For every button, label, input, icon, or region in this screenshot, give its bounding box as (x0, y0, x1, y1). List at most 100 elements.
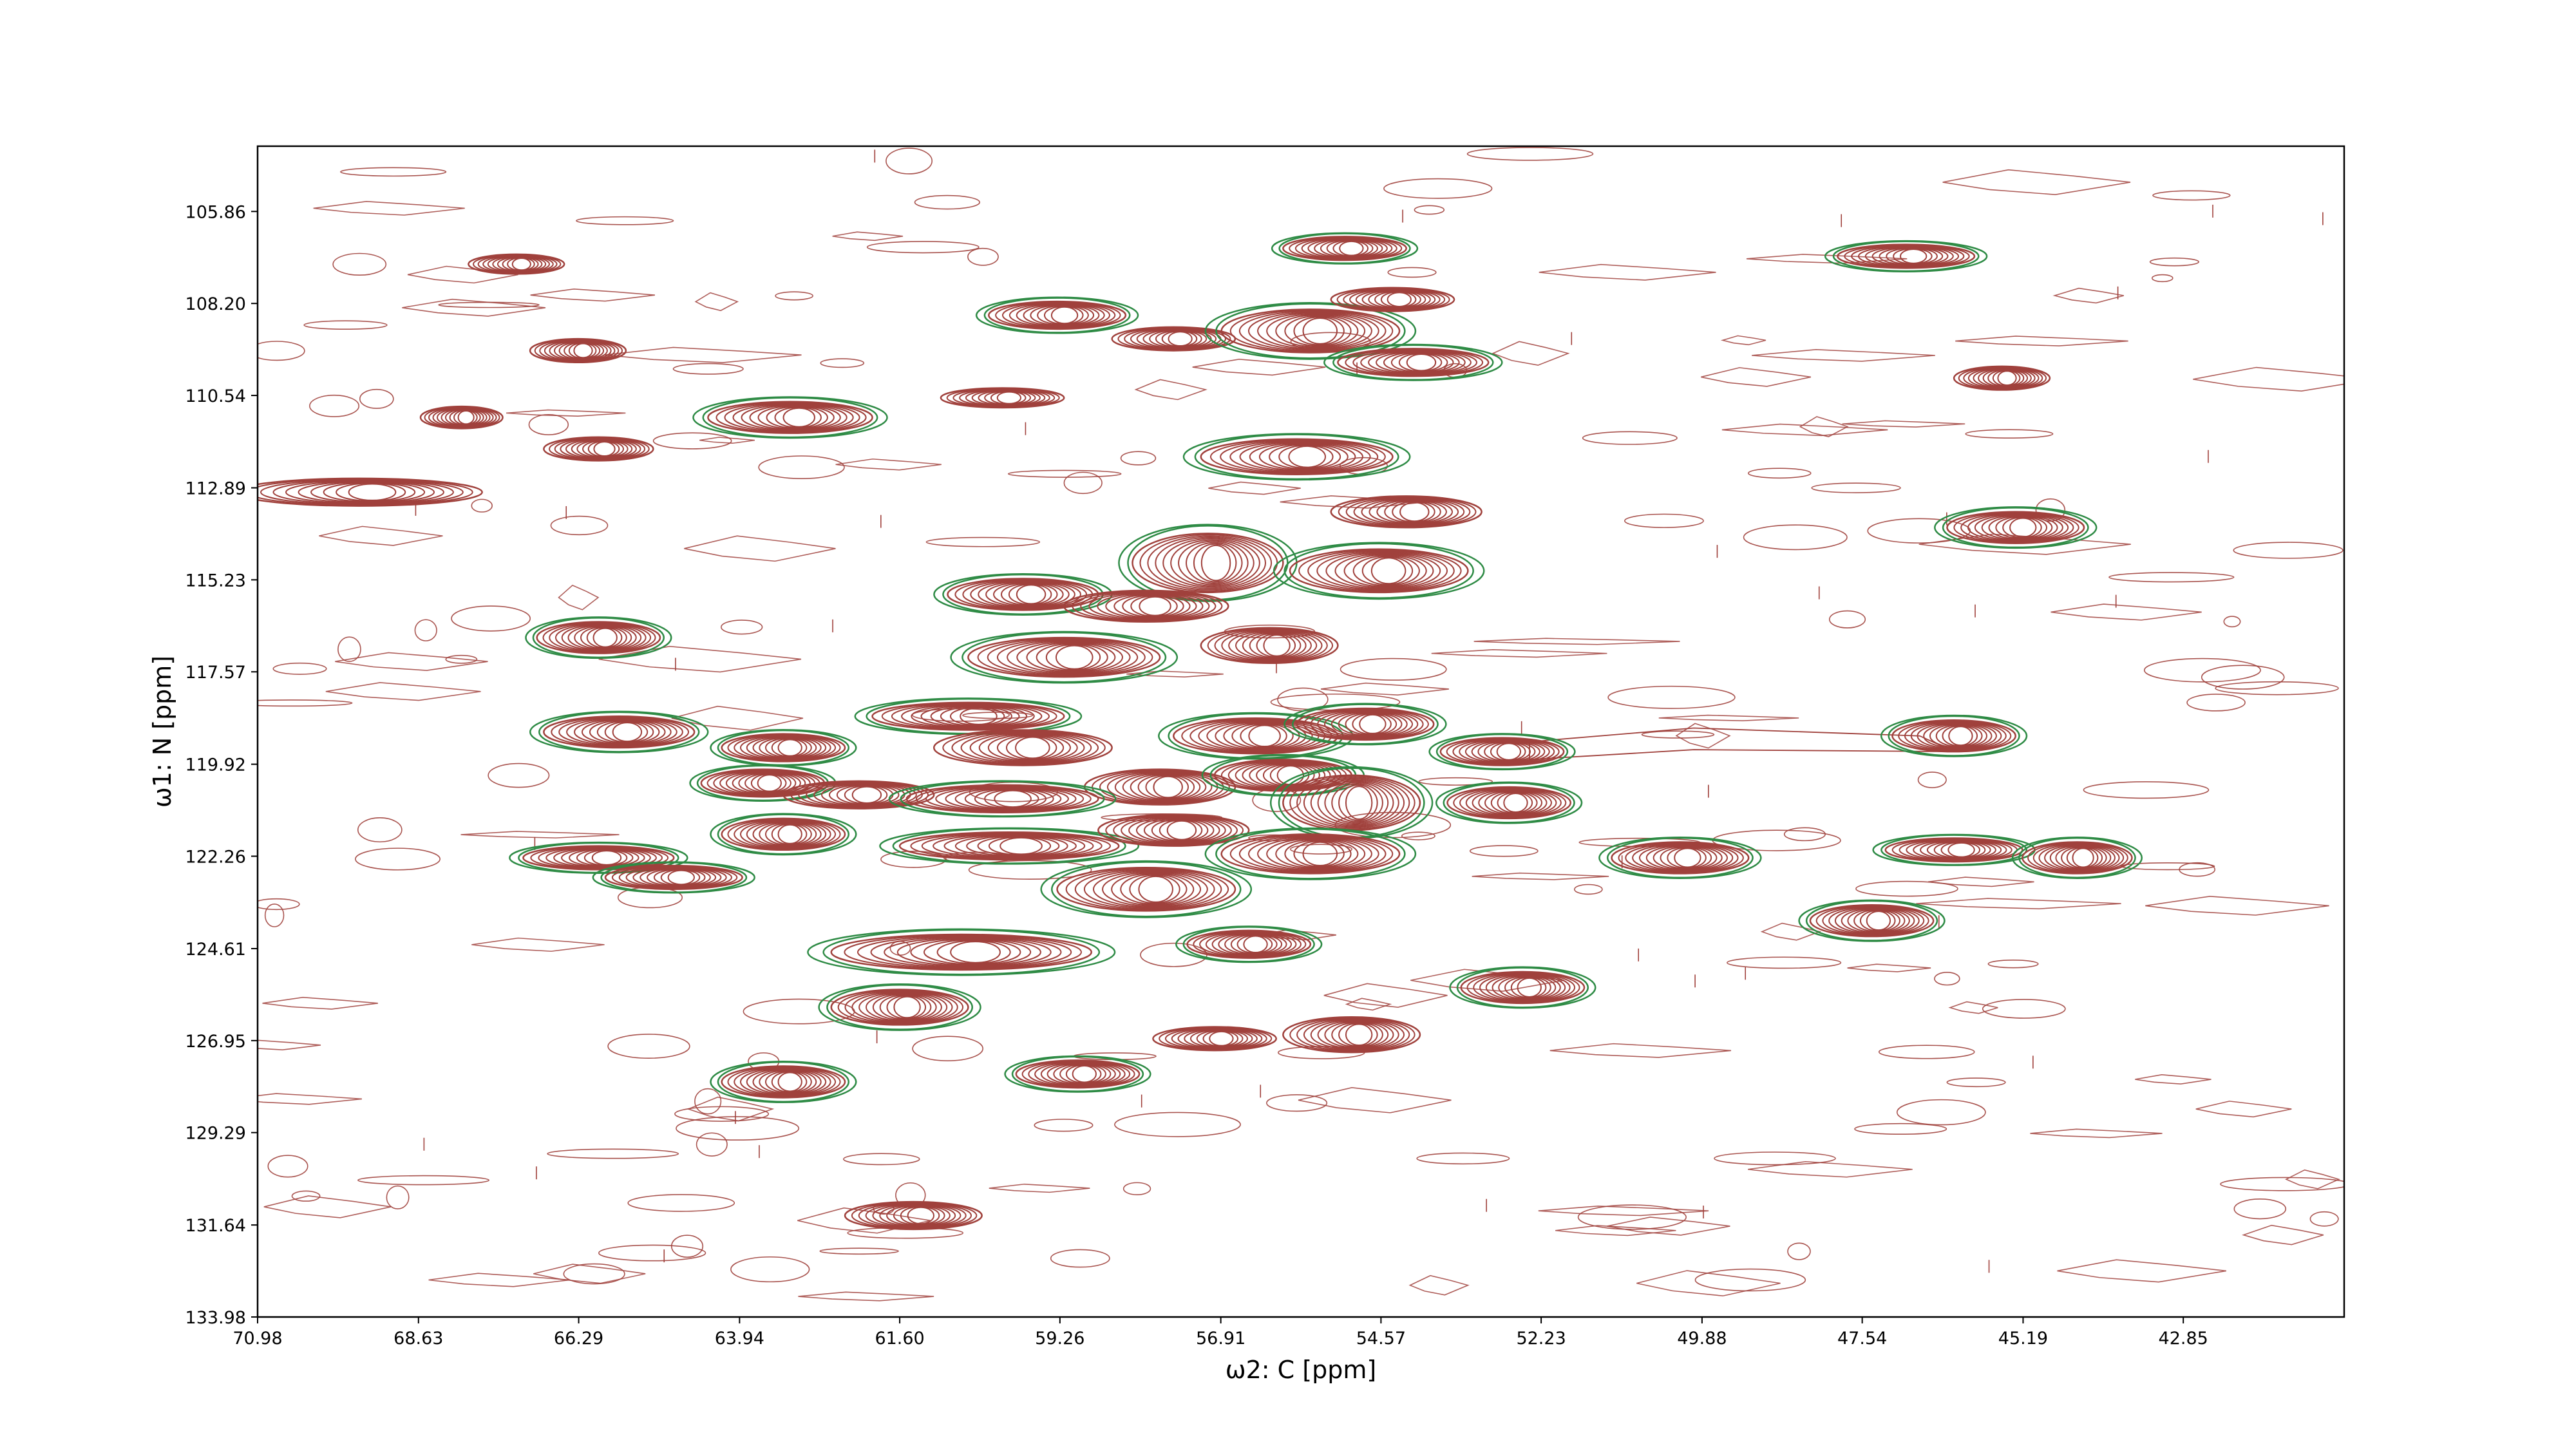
contour-line (1472, 789, 1552, 817)
contour-line (830, 933, 1092, 971)
negative-contour (1443, 782, 1575, 824)
noise-contour (962, 712, 1034, 719)
negative-contour (1332, 344, 1494, 381)
noise-contour (1624, 513, 1704, 528)
contour-line (1114, 772, 1213, 802)
contour-line (604, 721, 649, 743)
noise-contour (2233, 542, 2344, 559)
contour-line (734, 819, 837, 849)
x-axis-label: ω2: C [ppm] (1226, 1356, 1376, 1384)
contour-line (994, 790, 1032, 808)
noise-contour (819, 1247, 899, 1255)
noise-contour (386, 1185, 410, 1209)
contour-line (1368, 498, 1454, 525)
contour-line (1370, 557, 1406, 585)
negative-contour (1040, 860, 1253, 918)
y-axis: 105.86 108.20 110.54 112.89 115.23 117.57 119.… (185, 202, 258, 1328)
contour-line (765, 1070, 812, 1094)
contour-line (1899, 249, 1927, 264)
contour-line (549, 622, 652, 653)
noise-contour (1063, 471, 1103, 495)
contour-line (1384, 500, 1441, 524)
contour-line (707, 401, 873, 434)
contour-line (1036, 643, 1108, 672)
noise-contour (687, 1096, 775, 1122)
noise-contour (1675, 723, 1731, 749)
contour-line (1866, 911, 1891, 931)
contour-line (837, 989, 964, 1025)
noise-contour (1120, 451, 1157, 466)
negative-contour (1215, 303, 1406, 359)
noise-contour (1192, 358, 1326, 376)
peak (888, 780, 1117, 818)
contour-line (1284, 315, 1352, 346)
contour-line (536, 621, 661, 654)
negative-contour (892, 828, 1126, 864)
noise-contour (914, 194, 980, 210)
contour-line (1841, 907, 1910, 934)
contour-line (1324, 782, 1389, 824)
contour-line (1465, 788, 1557, 817)
x-tick-label: 45.19 (1998, 1329, 2048, 1349)
contour-line (1181, 718, 1332, 753)
peak (2011, 836, 2143, 879)
contour-line (721, 1065, 846, 1099)
noise-contour (912, 1036, 983, 1061)
contour-line (1302, 841, 1338, 867)
contour-line (1063, 589, 1229, 623)
contour-line (574, 718, 672, 746)
contour-line (739, 820, 831, 849)
noise-contour (2215, 681, 2339, 696)
contour-line (1269, 444, 1341, 470)
contour-line (721, 817, 846, 851)
noise-contour (2030, 1128, 2163, 1139)
contour-line (1917, 722, 1997, 750)
contour-line (1345, 1023, 1373, 1046)
noise-contour (627, 1194, 735, 1212)
plot-frame (256, 145, 2345, 1318)
contour-line (996, 735, 1065, 761)
contour-line (1056, 645, 1094, 670)
contour-line (741, 404, 848, 431)
x-tick-label: 47.54 (1837, 1329, 1887, 1349)
noise-contour (1760, 922, 1822, 941)
noise-contour (694, 292, 739, 312)
noise-contour (291, 1190, 321, 1202)
contour-line (1338, 784, 1378, 821)
noise-contour (460, 831, 620, 838)
noise-contour (267, 1155, 308, 1178)
contour-line (1338, 712, 1403, 737)
contour-line (1352, 713, 1392, 735)
noise-contour (1917, 772, 1947, 788)
contour-line (1155, 536, 1267, 589)
noise-contour (1748, 1160, 1913, 1178)
contour-line (1113, 815, 1238, 846)
contour-line (936, 940, 1011, 965)
y-tick-label: 133.98 (185, 1308, 246, 1328)
noise-contour (355, 848, 441, 871)
contour-line (1209, 439, 1386, 475)
noise-contour (1122, 1182, 1151, 1195)
noise-contour (1714, 1151, 1836, 1166)
contour-line (2032, 842, 2125, 873)
peak (1271, 232, 1419, 265)
noise-contour (832, 231, 904, 242)
contour-line (1129, 875, 1180, 904)
peak (1872, 833, 2036, 866)
noise-contour (1854, 1122, 1947, 1135)
peak (1428, 733, 1576, 771)
peak (807, 928, 1116, 976)
contour-line (2002, 516, 2042, 538)
contour-line (1257, 312, 1372, 350)
x-axis: 70.98 68.63 66.29 63.94 61.60 59.26 56.91 54.57… (232, 1317, 2208, 1349)
negative-contour (826, 984, 974, 1030)
contour-line (1105, 593, 1197, 620)
noise-contour (1896, 1099, 1986, 1126)
contour-line (511, 258, 531, 271)
peak (1063, 589, 1229, 623)
contour-line (1352, 555, 1420, 587)
contour-line (1632, 843, 1734, 873)
contour-line (1953, 511, 2079, 544)
contour-line (1113, 594, 1191, 619)
noise-contour (337, 636, 361, 662)
